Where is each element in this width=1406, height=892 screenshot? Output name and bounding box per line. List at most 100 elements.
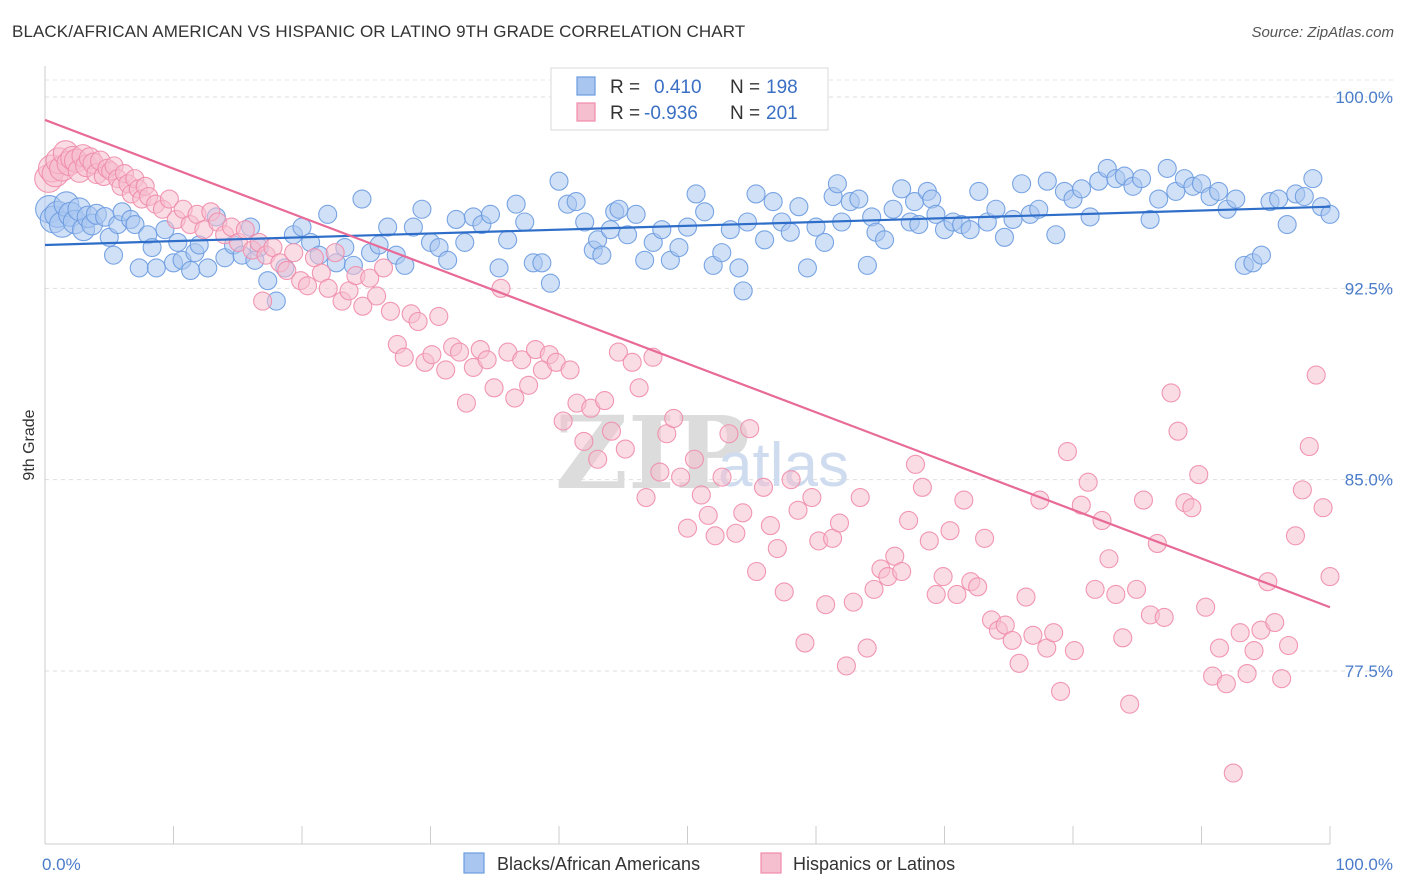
data-point [318, 204, 338, 224]
data-point [198, 258, 218, 278]
data-point [617, 225, 638, 245]
data-point [1223, 763, 1243, 783]
data-point [1294, 186, 1314, 207]
data-point [789, 197, 809, 217]
data-point [919, 531, 939, 551]
y-tick-label: 85.0% [1345, 471, 1393, 490]
data-point [767, 538, 787, 559]
data-point [1209, 638, 1230, 658]
data-point [733, 503, 753, 523]
data-point [849, 189, 869, 209]
data-point [1002, 630, 1022, 650]
legend-top-n-value-blacks: 198 [766, 77, 798, 98]
data-point [1244, 641, 1264, 661]
data-point [1209, 181, 1229, 201]
chart-source: Source: ZipAtlas.com [1251, 24, 1394, 41]
data-point [691, 485, 711, 505]
data-point [1106, 584, 1126, 605]
data-point [1216, 674, 1236, 694]
data-point [505, 388, 525, 408]
data-point [899, 510, 919, 531]
data-point [1320, 567, 1340, 587]
data-point [277, 260, 297, 281]
data-point [969, 181, 989, 201]
data-point [1078, 472, 1098, 492]
data-point [857, 638, 877, 658]
y-tick-label: 92.5% [1345, 279, 1393, 298]
data-point [378, 217, 398, 237]
data-point [566, 192, 586, 212]
data-point [512, 350, 532, 370]
data-point [933, 567, 953, 587]
data-point [705, 526, 725, 546]
data-point [1051, 681, 1071, 701]
data-point [258, 271, 278, 291]
data-point [608, 342, 628, 362]
legend-top-swatch-hispanics [576, 102, 596, 122]
data-point [740, 419, 760, 439]
data-point [636, 487, 656, 508]
data-point [1071, 495, 1091, 515]
data-point [1251, 245, 1272, 265]
chart-title: BLACK/AFRICAN AMERICAN VS HISPANIC OR LA… [12, 22, 746, 41]
data-point [360, 268, 380, 288]
legend-bottom-swatch-hispanics [760, 852, 782, 874]
legend-top-r-value-blacks: 0.410 [654, 77, 702, 98]
data-point [408, 311, 428, 332]
data-point [1168, 421, 1188, 441]
data-point [968, 577, 988, 597]
data-point [438, 250, 458, 270]
data-point [1269, 189, 1289, 209]
data-point [797, 258, 817, 278]
legend-top: R = 0.410 N = 198 R = -0.936 N = 201 [550, 67, 829, 131]
data-point [489, 258, 509, 278]
data-point [1285, 526, 1306, 546]
data-point [575, 212, 595, 232]
series-hispanics-points [34, 140, 1340, 783]
data-point [103, 245, 124, 265]
data-point [532, 253, 552, 273]
data-point [954, 490, 974, 510]
data-point [455, 232, 475, 252]
data-point [1037, 171, 1057, 191]
data-point [712, 243, 732, 263]
data-point [695, 202, 715, 222]
data-point [1299, 436, 1319, 457]
data-point [1157, 158, 1177, 178]
data-point [1127, 579, 1147, 599]
data-point [1064, 641, 1084, 661]
data-point [652, 220, 672, 240]
data-point [1265, 612, 1285, 633]
data-point [129, 258, 149, 278]
data-point [1306, 365, 1326, 385]
data-point [353, 296, 373, 316]
data-point [1303, 169, 1323, 189]
data-point [609, 199, 629, 219]
data-point [746, 184, 766, 204]
data-point [253, 291, 273, 311]
data-point [480, 204, 501, 224]
data-point [664, 408, 684, 428]
data-point [986, 199, 1006, 219]
data-point [1237, 664, 1257, 684]
data-point [600, 220, 620, 240]
data-point [857, 255, 877, 275]
data-point [755, 230, 775, 250]
legend-top-r-value-hispanics: -0.936 [644, 103, 698, 124]
x-tick-label-start: 0.0% [42, 855, 81, 874]
data-point [1131, 169, 1152, 189]
data-point [747, 561, 767, 582]
data-point [994, 227, 1015, 247]
data-point [829, 513, 850, 533]
data-point [1313, 498, 1333, 518]
data-point [318, 278, 338, 298]
data-point [698, 505, 718, 525]
data-point [159, 189, 179, 209]
data-point [940, 521, 960, 541]
data-point [669, 237, 689, 258]
y-tick-label: 77.5% [1345, 662, 1393, 681]
data-point [549, 171, 569, 191]
data-point [1133, 490, 1154, 510]
data-point [960, 220, 980, 240]
data-point [827, 174, 847, 194]
